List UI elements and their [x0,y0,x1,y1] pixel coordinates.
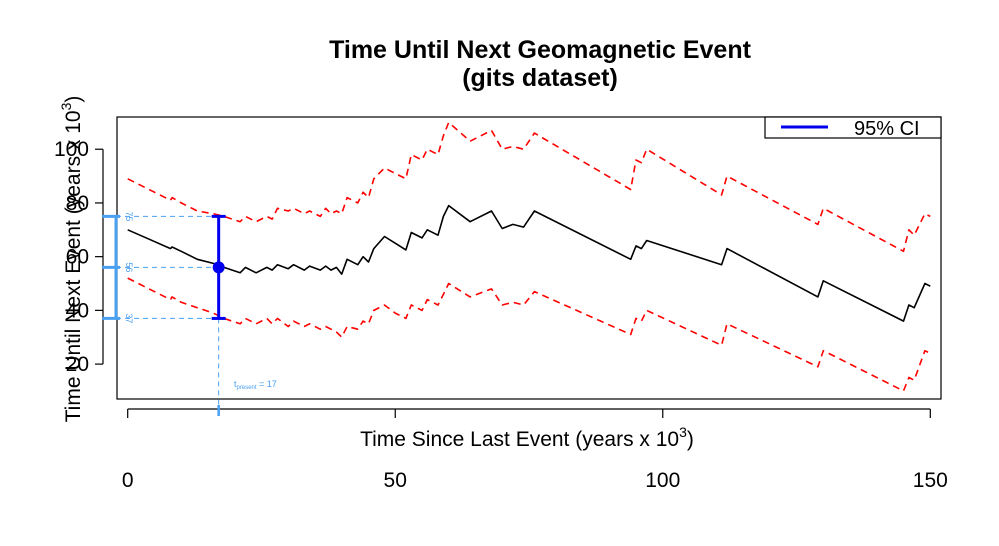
estimate-axis-label: 56 [124,262,134,272]
present-label: tpresent = 17 [234,379,277,391]
y-tick-label: 80 [66,192,89,215]
x-tick-label: 150 [913,469,948,492]
y-tick-label: 60 [66,246,89,269]
marker-layer: 75 56 37 [102,211,226,416]
y-tick-label: 20 [66,353,89,376]
series-lower_ci [127,277,931,392]
y-axis-label-close: ) [62,96,85,103]
estimate-axis-label: 37 [124,313,134,323]
present-label-sub: present [237,385,257,391]
chart-title-line1: Time Until Next Geomagnetic Event [329,36,752,64]
estimate-point [212,261,225,274]
estimate-axis-label: 75 [124,211,134,221]
chart-title-line2: (gits dataset) [462,64,618,92]
legend-label: 95% CI [854,118,920,140]
y-axis-label-exp: 3 [58,102,74,110]
y-axis-label: Time Until Next Event (years x 103) [58,96,85,423]
y-axis-label-main: Time Until Next Event (years x 10 [62,110,85,422]
series-layer [127,121,931,392]
x-tick-label: 100 [645,469,680,492]
x-axis-label-main: Time Since Last Event (years x 10 [360,428,679,451]
y-tick-label: 40 [66,299,89,322]
legend-box [764,116,942,139]
plot-frame [116,116,942,400]
series-mean [127,204,931,322]
x-tick-label: 50 [384,469,407,492]
x-axis-label-close: ) [687,428,694,451]
x-axis: 0 50 100 150 [122,408,948,492]
x-tick-label: 0 [122,469,134,492]
series-upper_ci [127,121,931,253]
y-tick-label: 100 [54,138,89,161]
present-label-t: t [234,379,237,389]
x-axis-label: Time Since Last Event (years x 103) [360,424,694,451]
y-axis: 20 40 60 80 100 [54,138,104,376]
present-label-rest: = 17 [257,379,277,389]
x-axis-label-exp: 3 [679,424,687,440]
legend: 95% CI [764,116,942,140]
